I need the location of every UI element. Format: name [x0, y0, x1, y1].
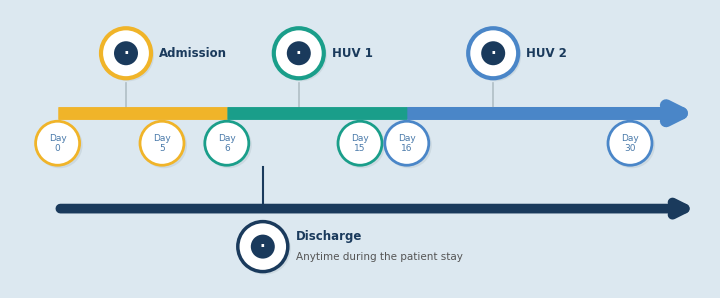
Text: Day
30: Day 30 — [621, 134, 639, 153]
Circle shape — [386, 122, 432, 168]
Text: Discharge: Discharge — [296, 230, 362, 243]
Text: HUV 1: HUV 1 — [332, 47, 373, 60]
Text: ·: · — [260, 239, 266, 254]
Text: ·: · — [490, 46, 496, 61]
Circle shape — [114, 41, 138, 65]
Circle shape — [338, 121, 382, 165]
Circle shape — [608, 121, 652, 165]
Circle shape — [287, 41, 311, 65]
Circle shape — [238, 222, 288, 271]
Circle shape — [141, 122, 187, 168]
Circle shape — [251, 235, 275, 259]
Text: ·: · — [123, 46, 129, 61]
Circle shape — [204, 121, 249, 165]
Text: ·: · — [296, 46, 302, 61]
Circle shape — [101, 28, 151, 78]
Circle shape — [102, 29, 154, 81]
Circle shape — [609, 122, 655, 168]
Text: Anytime during the patient stay: Anytime during the patient stay — [296, 252, 463, 262]
Circle shape — [35, 121, 80, 165]
Text: Admission: Admission — [159, 47, 227, 60]
Text: Day
5: Day 5 — [153, 134, 171, 153]
Circle shape — [481, 41, 505, 65]
Circle shape — [239, 223, 291, 274]
Circle shape — [274, 28, 324, 78]
Circle shape — [275, 29, 327, 81]
Circle shape — [140, 121, 184, 165]
Circle shape — [339, 122, 385, 168]
Text: Day
0: Day 0 — [49, 134, 66, 153]
Text: HUV 2: HUV 2 — [526, 47, 567, 60]
Circle shape — [206, 122, 252, 168]
Circle shape — [37, 122, 83, 168]
Text: Day
15: Day 15 — [351, 134, 369, 153]
Circle shape — [469, 29, 521, 81]
Text: Day
6: Day 6 — [218, 134, 235, 153]
Text: Day
16: Day 16 — [398, 134, 415, 153]
Circle shape — [468, 28, 518, 78]
Circle shape — [384, 121, 429, 165]
